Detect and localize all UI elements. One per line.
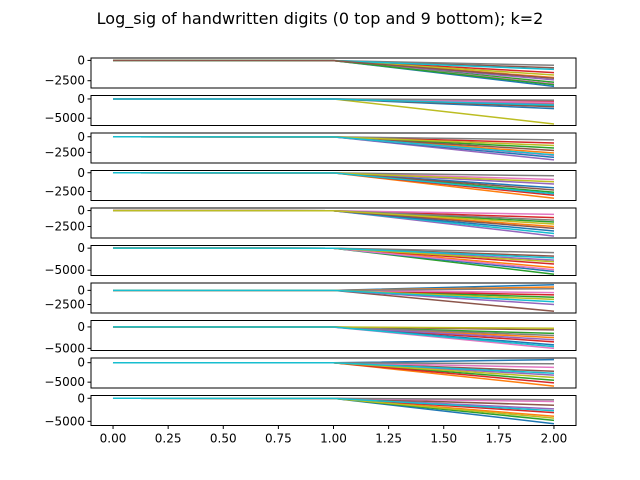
- y-tick-label: 0: [77, 283, 85, 297]
- x-tick-label: 0.75: [265, 432, 292, 446]
- subplot-digit-8: 0 −5000: [44, 356, 577, 389]
- subplot-digit-7: 0 −5000: [44, 320, 577, 355]
- y-tick-label: −2500: [44, 220, 85, 234]
- x-tick-label: 1.00: [320, 432, 347, 446]
- subplot-frame: [90, 95, 577, 126]
- y-tick-label: 0: [77, 92, 85, 106]
- subplot-digit-4: 0 −2500: [44, 204, 577, 239]
- series-line-3-2: [112, 172, 555, 194]
- y-tick-label: 0: [77, 53, 85, 67]
- series-lines: [113, 98, 555, 125]
- series-line-2-9: [112, 136, 555, 156]
- series-lines: [112, 397, 555, 425]
- shared-x-axis: 0.00 0.25 0.50 0.75 1.00 1.25 1.50 1.75 2.00: [100, 425, 568, 446]
- figure-title: Log_sig of handwritten digits (0 top and…: [97, 9, 544, 29]
- y-tick-label: −5000: [44, 263, 85, 277]
- series-lines: [112, 358, 555, 387]
- subplot-grid: 0−25000−50000−25000−25000−25000−50000−25…: [44, 53, 577, 428]
- x-tick-label: 1.75: [485, 432, 512, 446]
- subplot-frame: [90, 132, 577, 164]
- series-line-2-4: [112, 136, 555, 144]
- subplot-frame: [90, 57, 577, 89]
- subplot-digit-6: 0−2500: [44, 282, 577, 314]
- x-tick-label: 1.25: [375, 432, 402, 446]
- y-tick-label: 0: [77, 130, 85, 144]
- series-lines: [112, 136, 555, 161]
- series-line-9-9: [112, 397, 555, 412]
- subplot-digit-1: 0 −5000: [44, 92, 577, 126]
- series-lines: [112, 247, 555, 275]
- subplot-frame: [90, 282, 577, 314]
- subplot-digit-2: 0−2500: [44, 130, 577, 164]
- y-tick-label: −2500: [44, 298, 85, 312]
- y-tick-label: 0: [77, 241, 85, 255]
- x-tick-label: 2.00: [541, 432, 568, 446]
- y-tick-label: −5000: [44, 375, 85, 389]
- subplot-frame: [90, 207, 577, 239]
- series-line-1-9: [113, 98, 555, 106]
- series-line-8-9: [112, 361, 555, 374]
- y-tick-label: −2500: [44, 74, 85, 88]
- series-line-9-1: [112, 397, 555, 422]
- y-tick-label: −5000: [44, 111, 85, 125]
- x-tick-label: 0.00: [100, 432, 127, 446]
- y-tick-label: 0: [77, 356, 85, 370]
- y-tick-label: −2500: [44, 145, 85, 159]
- y-tick-label: −2500: [44, 185, 85, 199]
- series-line-4-9: [112, 209, 555, 225]
- subplot-digit-0: 0 −2500: [44, 53, 577, 89]
- subplot-digit-9: 0 −5000: [44, 391, 577, 428]
- y-tick-label: 0: [77, 391, 85, 405]
- series-line-5-9: [112, 247, 555, 259]
- subplot-frame: [90, 245, 577, 276]
- y-tick-label: 0: [77, 166, 85, 180]
- x-tick-label: 0.25: [155, 432, 182, 446]
- series-lines: [112, 326, 555, 350]
- subplot-frame: [90, 357, 577, 389]
- y-tick-label: 0: [77, 320, 85, 334]
- series-line-7-9: [112, 326, 555, 348]
- series-line-3-9: [112, 172, 555, 195]
- x-tick-label: 1.50: [430, 432, 457, 446]
- subplot-digit-3: 0 −2500: [44, 166, 577, 201]
- y-tick-label: −5000: [44, 341, 85, 355]
- series-line-6-9: [113, 289, 555, 303]
- subplot-frame: [90, 170, 577, 201]
- series-line-0-11: [112, 59, 555, 80]
- series-lines: [112, 59, 555, 88]
- series-lines: [112, 172, 555, 200]
- y-tick-label: 0: [77, 204, 85, 218]
- subplot-digit-5: 0 −5000: [44, 241, 577, 277]
- series-lines: [113, 283, 555, 313]
- subplot-frame: [90, 320, 577, 351]
- x-tick-label: 0.50: [210, 432, 237, 446]
- y-tick-label: −5000: [44, 414, 85, 428]
- series-lines: [112, 209, 555, 237]
